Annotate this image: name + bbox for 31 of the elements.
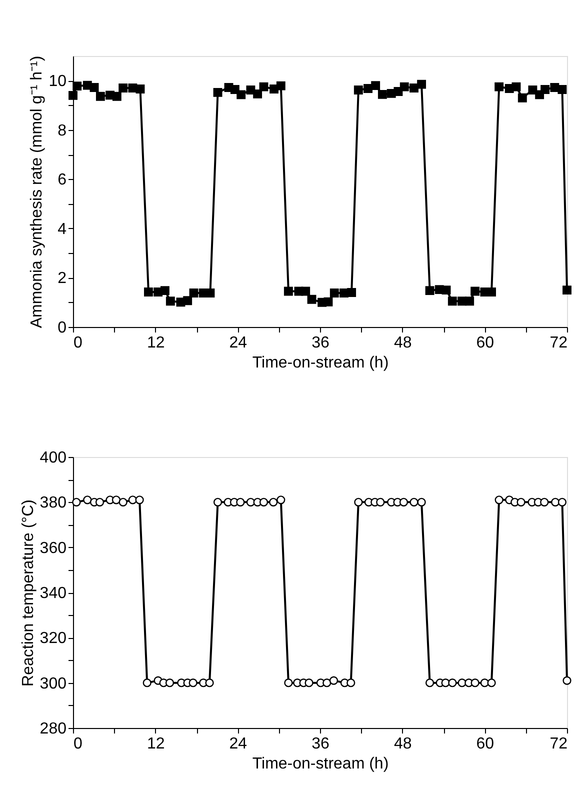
y-tick-label: 2 [58, 270, 67, 288]
y-tick-label: 300 [40, 675, 67, 692]
x-tick-label: 24 [229, 736, 248, 752]
x-tick-label: 24 [229, 334, 248, 352]
x-tick-label: 0 [74, 334, 82, 352]
y-axis-title: Ammonia synthesis rate (mmol g⁻¹ h⁻¹) [28, 56, 46, 328]
x-tick-label: 0 [74, 736, 82, 752]
y-tick-label: 280 [40, 720, 67, 738]
x-axis-title: Time-on-stream (h) [252, 354, 389, 372]
y-axis-title: Reaction temperature (°C) [20, 500, 37, 686]
x-tick-label: 72 [550, 736, 568, 752]
x-tick-label: 48 [394, 334, 412, 352]
x-tick-label: 36 [312, 334, 330, 352]
x-axis-title: Time-on-stream (h) [252, 756, 389, 772]
x-tick-label: 60 [476, 736, 494, 752]
y-tick-label: 0 [58, 320, 67, 336]
y-tick-label: 6 [58, 172, 67, 189]
y-tick-label: 400 [40, 450, 67, 466]
x-tick-label: 36 [312, 736, 330, 752]
x-tick-label: 60 [476, 334, 494, 352]
y-tick-label: 10 [48, 73, 67, 90]
y-tick-label: 340 [40, 585, 67, 602]
y-tick-label: 8 [58, 122, 67, 140]
x-tick-label: 12 [146, 736, 165, 752]
x-tick-label: 48 [394, 736, 412, 752]
y-tick-label: 320 [40, 630, 67, 648]
x-tick-label: 72 [550, 334, 568, 352]
y-tick-label: 380 [40, 494, 67, 512]
y-tick-label: 360 [40, 540, 67, 557]
y-tick-label: 4 [58, 220, 67, 238]
x-tick-label: 12 [146, 334, 165, 352]
